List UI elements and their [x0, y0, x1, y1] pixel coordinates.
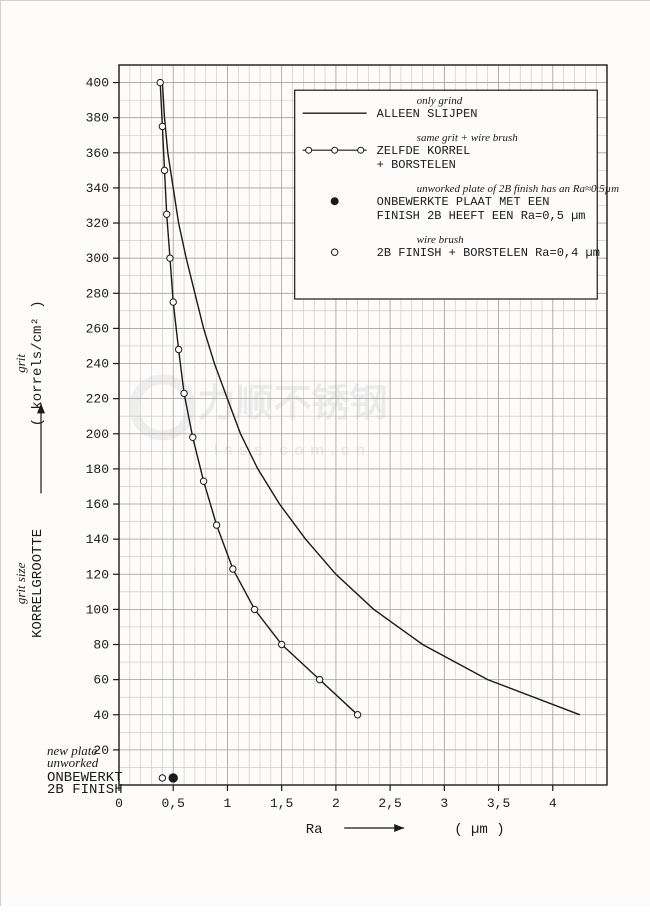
- svg-text:300: 300: [86, 251, 109, 266]
- y-axis-label: KORRELGROOTTE: [30, 529, 46, 638]
- svg-text:200: 200: [86, 427, 109, 442]
- chart-svg: 力顺不锈钢lsss.com.cn00,511,522,533,542040608…: [1, 1, 650, 907]
- svg-text:FINISH 2B HEEFT EEN Ra=0,5 µm: FINISH 2B HEEFT EEN Ra=0,5 µm: [377, 209, 586, 223]
- legend: only grindALLEEN SLIJPEN same grit + wire…: [295, 90, 619, 299]
- svg-text:3: 3: [440, 796, 448, 811]
- svg-text:2,5: 2,5: [378, 796, 401, 811]
- svg-text:unworked plate of 2B finish ha: unworked plate of 2B finish has an Ra≈0.…: [417, 183, 619, 195]
- svg-text:1: 1: [224, 796, 232, 811]
- svg-text:340: 340: [86, 181, 109, 196]
- svg-text:0: 0: [115, 796, 123, 811]
- svg-text:40: 40: [93, 708, 109, 723]
- x-axis-label: Ra: [306, 822, 323, 838]
- svg-text:160: 160: [86, 497, 109, 512]
- svg-text:2: 2: [332, 796, 340, 811]
- svg-text:ZELFDE KORREL: ZELFDE KORREL: [377, 144, 471, 158]
- svg-text:1,5: 1,5: [270, 796, 293, 811]
- point-onbewerkt_2b: [169, 774, 177, 782]
- svg-text:260: 260: [86, 321, 109, 336]
- svg-text:ONBEWERKTE PLAAT MET EEN: ONBEWERKTE PLAAT MET EEN: [377, 195, 550, 209]
- svg-text:220: 220: [86, 392, 109, 407]
- y-axis-label-hand: grit size: [13, 562, 28, 604]
- svg-text:240: 240: [86, 357, 109, 372]
- svg-text:360: 360: [86, 146, 109, 161]
- svg-text:0,5: 0,5: [162, 796, 185, 811]
- svg-text:2B FINISH + BORSTELEN Ra=0,4 µ: 2B FINISH + BORSTELEN Ra=0,4 µm: [377, 246, 600, 260]
- svg-text:100: 100: [86, 602, 109, 617]
- y-axis-unit-hand: grit: [13, 354, 28, 373]
- svg-text:+ BORSTELEN: + BORSTELEN: [377, 158, 456, 172]
- svg-text:only grind: only grind: [417, 95, 463, 107]
- chart-page: 力顺不锈钢lsss.com.cn00,511,522,533,542040608…: [0, 0, 650, 906]
- svg-text:2B FINISH: 2B FINISH: [47, 782, 123, 798]
- point-2b_borstelen: [159, 775, 165, 781]
- svg-text:unworked: unworked: [47, 755, 99, 770]
- svg-text:280: 280: [86, 286, 109, 301]
- svg-text:120: 120: [86, 567, 109, 582]
- x-axis-unit: ( µm ): [454, 822, 504, 838]
- svg-text:4: 4: [549, 796, 557, 811]
- svg-text:same grit + wire brush: same grit + wire brush: [417, 132, 519, 144]
- svg-text:400: 400: [86, 76, 109, 91]
- svg-text:80: 80: [93, 638, 109, 653]
- svg-text:140: 140: [86, 532, 109, 547]
- svg-text:ALLEEN SLIJPEN: ALLEEN SLIJPEN: [377, 107, 478, 121]
- svg-text:320: 320: [86, 216, 109, 231]
- svg-text:3,5: 3,5: [487, 796, 510, 811]
- svg-text:60: 60: [93, 673, 109, 688]
- svg-text:180: 180: [86, 462, 109, 477]
- y-axis-unit: ( korrels/cm² ): [30, 300, 46, 426]
- svg-text:380: 380: [86, 111, 109, 126]
- svg-text:wire brush: wire brush: [417, 234, 464, 246]
